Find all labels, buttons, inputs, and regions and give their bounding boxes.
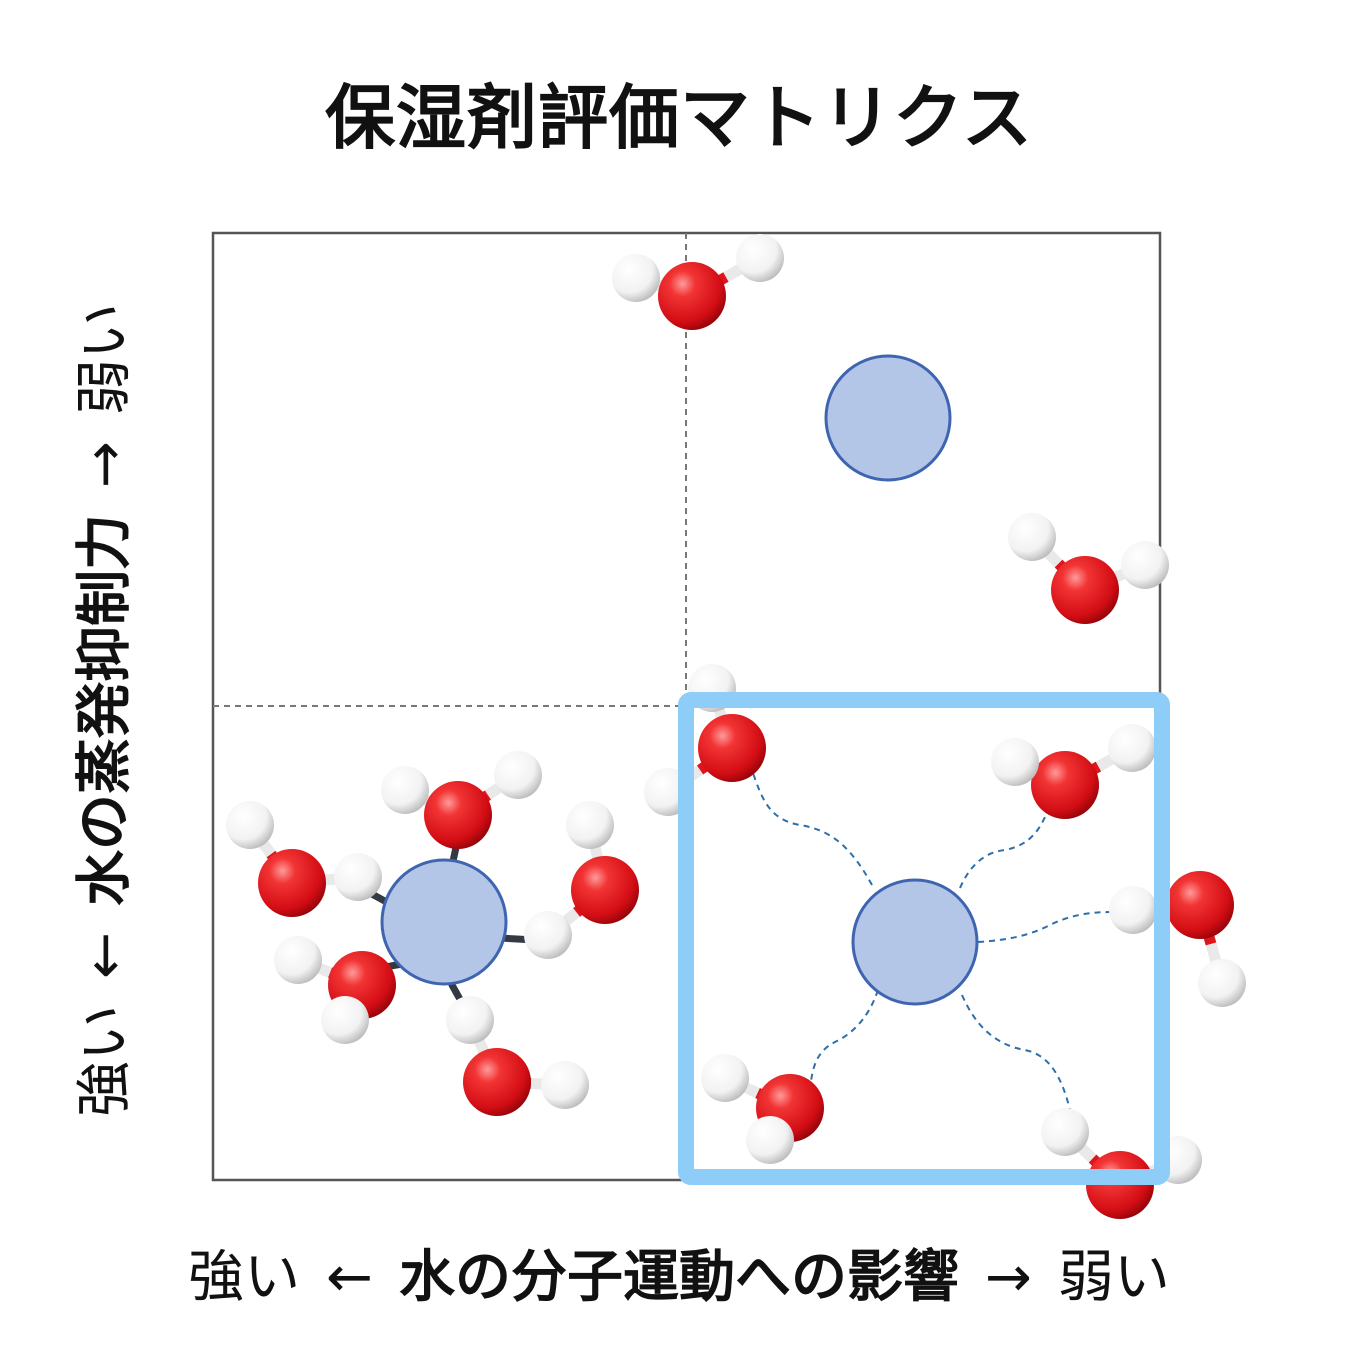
hydrogen-atom: [274, 936, 322, 984]
hydrogen-atom: [541, 1061, 589, 1109]
hydrogen-atom: [1121, 541, 1169, 589]
x-axis-low-end: 強い: [188, 1245, 301, 1310]
hydrogen-atom: [524, 911, 572, 959]
water-molecule: [1109, 871, 1246, 1007]
oxygen-atom: [258, 849, 326, 917]
y-axis-high-end: 弱い: [72, 303, 138, 416]
water-molecule: [381, 751, 542, 849]
hydrogen-atom: [334, 853, 382, 901]
oxygen-atom: [463, 1048, 531, 1116]
water-molecule: [701, 1054, 824, 1164]
water-molecule: [612, 234, 784, 330]
water-molecule: [274, 936, 396, 1044]
hydrogen-atom: [1008, 513, 1056, 561]
hydrogen-atom: [1198, 959, 1246, 1007]
y-axis-name: 水の蒸発抑制力: [72, 514, 138, 906]
hydrogen-atom: [321, 996, 369, 1044]
y-axis-arrow-right: →: [72, 441, 138, 488]
hydrogen-atom: [566, 801, 614, 849]
solute-molecule-bottom-right: [851, 878, 979, 1006]
oxygen-atom: [1166, 871, 1234, 939]
solute-molecule-bottom-left: [380, 858, 508, 986]
hydrogen-atom: [494, 751, 542, 799]
x-axis-high-end: 弱い: [1057, 1245, 1170, 1310]
x-axis-arrow-left: ←: [326, 1245, 373, 1310]
hydrogen-atom: [746, 1116, 794, 1164]
diagram-title: 保湿剤評価マトリクス: [325, 77, 1033, 159]
hydrogen-bonds: [751, 769, 1113, 1111]
x-axis-label: 強い ← 水の分子運動への影響 → 弱い: [0, 1232, 1358, 1313]
highlight-frame: [678, 692, 1170, 1185]
water-molecules: [226, 234, 1246, 1219]
hydrogen-atom: [991, 738, 1039, 786]
x-axis-name: 水の分子運動への影響: [399, 1245, 959, 1310]
water-molecule: [1041, 1108, 1202, 1219]
water-molecule: [1008, 513, 1169, 624]
water-molecule: [644, 664, 766, 816]
oxygen-atom: [1031, 751, 1099, 819]
hydrogen-atom: [736, 234, 784, 282]
water-molecule: [446, 996, 589, 1116]
water-molecule: [226, 801, 382, 917]
y-axis-low-end: 強い: [72, 1004, 138, 1117]
oxygen-atom: [698, 714, 766, 782]
solute-molecule-top-right: [824, 354, 952, 482]
oxygen-atom: [424, 781, 492, 849]
hydrogen-atom: [226, 801, 274, 849]
hydrogen-atom: [1041, 1108, 1089, 1156]
oxygen-atom: [658, 262, 726, 330]
x-axis-arrow-right: →: [985, 1245, 1032, 1310]
hydrogen-atom: [612, 254, 660, 302]
hydrogen-atom: [1108, 724, 1156, 772]
water-molecule: [524, 801, 639, 959]
water-molecule: [991, 724, 1156, 819]
hydrogen-atom: [701, 1054, 749, 1102]
hydrogen-atom: [446, 996, 494, 1044]
oxygen-atom: [571, 856, 639, 924]
hydrogen-atom: [381, 766, 429, 814]
oxygen-atom: [1051, 556, 1119, 624]
y-axis-arrow-left: ←: [72, 932, 138, 979]
hydrogen-atom: [1109, 886, 1157, 934]
